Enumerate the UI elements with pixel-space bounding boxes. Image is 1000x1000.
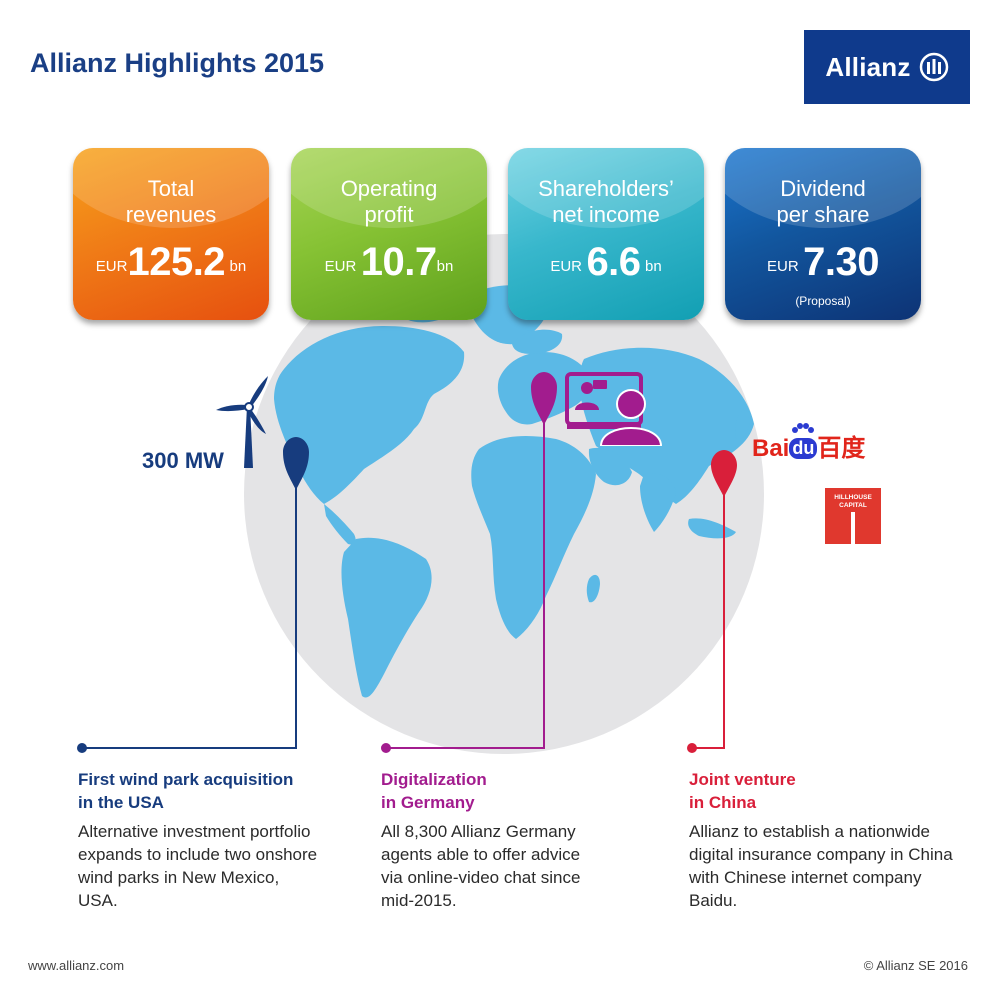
story-heading-line: Joint venture: [689, 770, 796, 789]
hillhouse-capital-logo: HILLHOUSE CAPITAL: [825, 488, 881, 544]
kpi-currency: EUR: [767, 258, 799, 275]
footer-website-link[interactable]: www.allianz.com: [28, 958, 125, 973]
story-heading-line: in Germany: [381, 793, 475, 812]
kpi-value: 10.7: [360, 240, 437, 284]
kpi-label: net income: [552, 202, 660, 227]
baidu-logo: Bai du 百度: [752, 423, 866, 463]
kpi-label: Shareholders’: [538, 176, 674, 201]
kpi-unit: bn: [229, 258, 247, 275]
kpi-label: revenues: [125, 202, 217, 227]
kpi-card-dividend: Dividend per share EUR 7.30 (Proposal): [725, 148, 921, 320]
story-heading-line: Digitalization: [381, 770, 487, 789]
kpi-value: 7.30: [803, 240, 879, 284]
story-heading-china: Joint venture in China: [689, 768, 796, 814]
kpi-value: 6.6: [586, 240, 641, 284]
kpi-unit: bn: [436, 258, 454, 275]
kpi-card-net-income: Shareholders’ net income EUR 6.6 bn: [508, 148, 704, 320]
story-heading-usa: First wind park acquisition in the USA: [78, 768, 293, 814]
footer-copyright: © Allianz SE 2016: [863, 958, 968, 973]
baidu-chinese: 百度: [817, 435, 866, 462]
logo-text: Allianz: [825, 51, 911, 82]
kpi-label: per share: [776, 202, 870, 227]
story-heading-line: in the USA: [78, 793, 164, 812]
kpi-currency: EUR: [95, 258, 128, 275]
hillhouse-subtitle: CAPITAL: [839, 502, 867, 509]
kpi-label: Dividend: [780, 176, 866, 201]
story-heading-germany: Digitalization in Germany: [381, 768, 487, 814]
story-heading-line: First wind park acquisition: [78, 770, 294, 789]
kpi-label: Total: [147, 176, 195, 201]
story-text-china: Allianz to establish a nationwide digita…: [689, 822, 953, 910]
hillhouse-name: HILLHOUSE: [834, 494, 872, 501]
story-heading-line: in China: [689, 793, 757, 812]
video-chat-icon: [565, 372, 663, 446]
kpi-currency: EUR: [550, 258, 582, 275]
wind-capacity-label: 300 MW: [142, 448, 224, 473]
story-text-germany: All 8,300 Allianz Germany agents able to…: [381, 822, 581, 910]
baidu-latin: Bai: [752, 435, 790, 462]
page-title: Allianz Highlights 2015: [30, 48, 325, 78]
kpi-unit: bn: [645, 258, 662, 275]
kpi-label: profit: [364, 202, 414, 227]
kpi-card-total-revenues: Total revenues EUR125.2 bn: [73, 148, 269, 320]
kpi-card-operating-profit: Operating profit EUR 10.7bn: [291, 148, 487, 320]
allianz-logo[interactable]: Allianz: [804, 30, 970, 104]
kpi-label: Operating: [340, 176, 438, 201]
paw-icon: [792, 423, 814, 433]
baidu-du: du: [789, 438, 818, 459]
story-text-usa: Alternative investment portfolio expands…: [78, 822, 318, 910]
kpi-value: 125.2: [127, 240, 226, 284]
kpi-currency: EUR: [324, 258, 357, 275]
kpi-note: (Proposal): [795, 294, 851, 308]
wind-turbine-icon: [216, 376, 268, 468]
allianz-eagle-icon: [919, 52, 948, 82]
